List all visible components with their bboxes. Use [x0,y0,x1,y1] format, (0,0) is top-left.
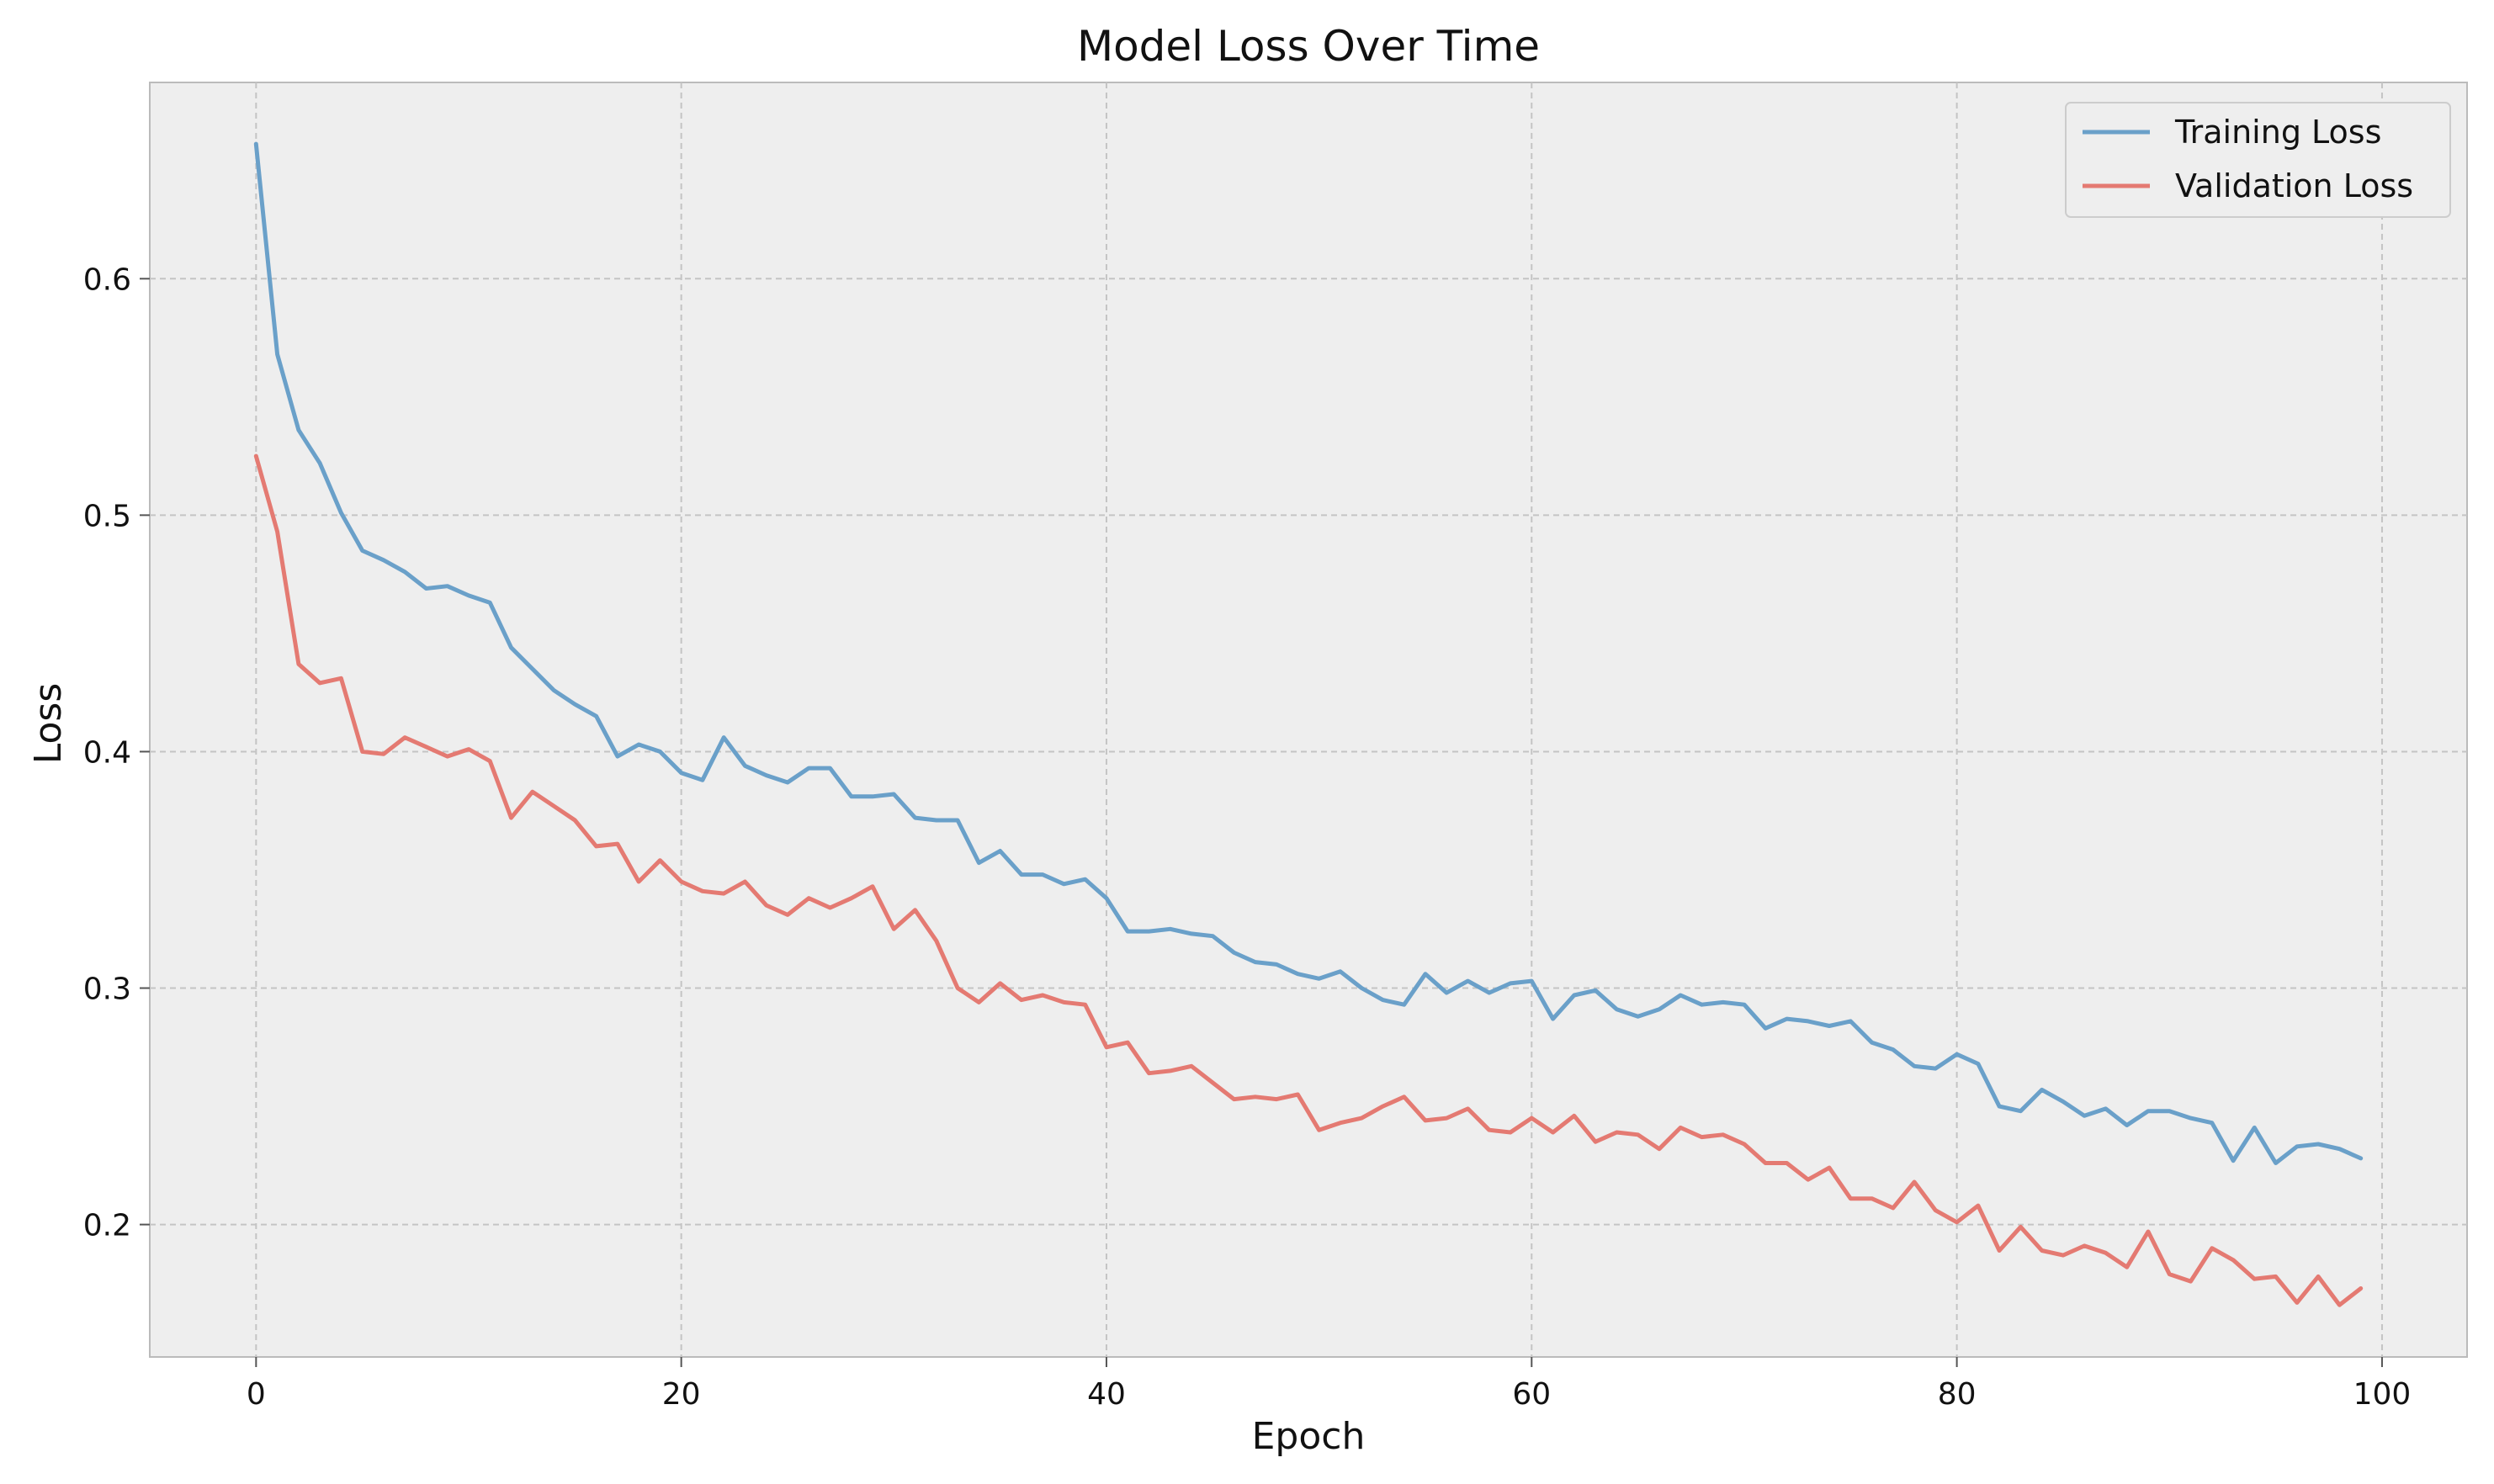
plot-area [149,82,2468,1358]
series-line-training-loss [253,141,2364,1165]
x-tick-label: 100 [2353,1377,2412,1412]
x-tick-label: 20 [662,1377,701,1412]
legend: Training Loss Validation Loss [2065,102,2451,218]
y-tick-label: 0.6 [83,262,131,297]
y-tick-label: 0.2 [83,1209,131,1243]
legend-label: Validation Loss [2175,167,2413,204]
x-axis-label: Epoch [1252,1415,1366,1458]
x-tick-label: 80 [1938,1377,1977,1412]
series-lines [253,141,2364,1307]
legend-box [2065,102,2451,218]
y-tick-label: 0.4 [83,735,131,770]
y-tick-label: 0.5 [83,499,131,533]
grid-lines [150,82,2467,1357]
chart-title: Model Loss Over Time [1077,22,1540,71]
y-axis-label: Loss [27,683,70,765]
x-tick-label: 0 [247,1377,266,1412]
axis-ticks: 0 20 40 60 80 100 0.2 0.3 0.4 0.5 0.6 [83,262,2412,1412]
series-line-validation-loss [253,453,2364,1307]
x-tick-label: 60 [1512,1377,1551,1412]
legend-label: Training Loss [2174,114,2381,151]
y-tick-label: 0.3 [83,973,131,1007]
x-tick-label: 40 [1087,1377,1126,1412]
